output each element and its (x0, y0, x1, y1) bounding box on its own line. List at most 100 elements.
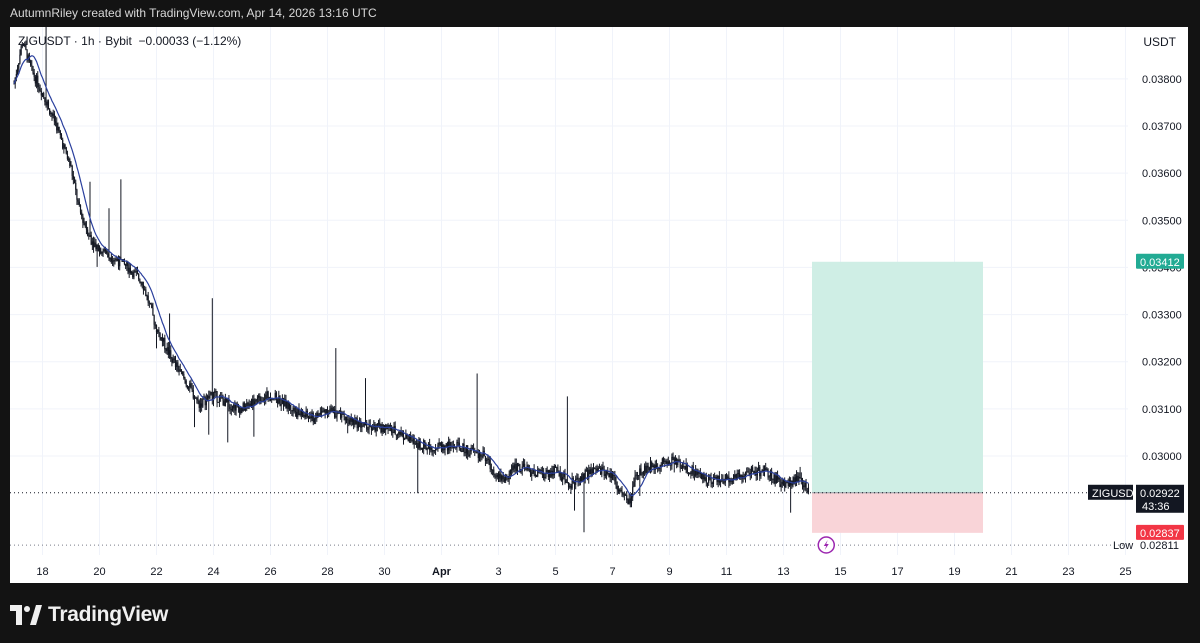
candle-body (665, 460, 667, 464)
candle-body (418, 439, 420, 449)
candle-body (664, 460, 666, 462)
candle-body (35, 75, 38, 84)
candle-body (723, 482, 725, 484)
currency-label[interactable]: USDT (1143, 35, 1176, 49)
candle-body (401, 432, 403, 436)
candle-body (678, 460, 680, 462)
candle-body (605, 471, 608, 475)
candle-body (677, 460, 679, 466)
candle-body (166, 347, 168, 352)
candle-body (680, 467, 682, 469)
candle-body (37, 75, 39, 88)
candle-body (120, 257, 122, 260)
candle-body (429, 444, 431, 451)
candle-body (476, 452, 478, 454)
candle-body (132, 272, 134, 278)
candle-body (158, 329, 160, 333)
candle-body (432, 450, 434, 452)
candle-body (457, 442, 459, 443)
candle-body (798, 476, 800, 482)
x-tick-label: 22 (150, 566, 162, 578)
candle-body (733, 474, 735, 481)
x-tick-label: 7 (609, 566, 615, 578)
candle-body (64, 144, 66, 148)
candle-body (185, 380, 187, 386)
candle-body (63, 144, 65, 149)
candle-body (693, 474, 696, 476)
chart-panel[interactable]: 0.030000.031000.032000.033000.034000.035… (10, 27, 1188, 583)
candle-body (486, 459, 488, 462)
candle-body (412, 438, 414, 441)
candle-body (249, 403, 251, 406)
candle-body (342, 413, 344, 415)
candle-body (353, 419, 355, 425)
target-zone[interactable] (812, 261, 983, 493)
candle-body (643, 465, 646, 472)
candle-body (155, 325, 158, 333)
candle-body (494, 474, 496, 477)
candle-body (539, 469, 541, 471)
candle-body (514, 463, 516, 469)
candle-body (53, 113, 55, 122)
candle-body (73, 178, 76, 183)
candle-body (305, 410, 307, 418)
candle-body (532, 469, 534, 473)
candle-body (65, 147, 67, 154)
price-chart[interactable]: 0.030000.031000.032000.033000.034000.035… (10, 27, 1188, 583)
candle-body (507, 476, 509, 480)
candle-body (127, 261, 129, 273)
candle-body (505, 474, 507, 482)
candle-body (51, 112, 53, 116)
candle-body (535, 476, 538, 478)
candle-body (570, 485, 572, 489)
y-tick-label: 0.03200 (1142, 357, 1182, 369)
candle-body (497, 474, 500, 479)
legend-symbol[interactable]: ZIGUSDT (18, 34, 71, 48)
candle-body (778, 477, 780, 480)
candle-body (303, 415, 305, 417)
candle-body (361, 426, 363, 428)
candle-body (484, 455, 487, 462)
candle-body (198, 400, 200, 408)
candle-body (49, 109, 51, 114)
candle-body (736, 473, 738, 480)
stop-zone[interactable] (812, 492, 983, 533)
candle-body (430, 447, 432, 451)
candle-body (374, 424, 376, 432)
candle-body (671, 456, 673, 466)
candle-body (300, 410, 302, 416)
candle-body (57, 126, 59, 131)
candle-body (563, 473, 565, 477)
candle-body (607, 471, 609, 474)
candle-body (381, 424, 383, 433)
candle-body (330, 407, 332, 410)
candle-body (704, 477, 706, 480)
moving-average-line (13, 55, 809, 497)
candle-body (543, 472, 545, 479)
candle-body (634, 475, 636, 482)
candle-body (199, 403, 202, 408)
candle-body (341, 413, 343, 418)
candle-body (730, 479, 732, 482)
candle-body (700, 473, 703, 480)
candle-body (654, 464, 656, 470)
candle-body (38, 87, 40, 90)
legend-interval[interactable]: 1h (81, 34, 95, 48)
candle-body (344, 417, 346, 421)
target-price-label: 0.03412 (1140, 257, 1180, 269)
candle-body (337, 412, 339, 414)
candle-body (68, 158, 70, 160)
candle-body (141, 282, 143, 286)
candle-body (147, 295, 149, 303)
candle-body (186, 385, 188, 389)
candle-body (468, 454, 470, 456)
candle-body (221, 396, 223, 398)
candle-body (288, 404, 291, 409)
candle-body (788, 480, 791, 486)
candle-body (630, 497, 633, 504)
candle-body (459, 447, 462, 451)
x-tick-label: 3 (495, 566, 501, 578)
tradingview-logo-icon (10, 605, 42, 625)
attribution-bar: AutumnRiley created with TradingView.com… (0, 0, 1200, 27)
candle-body (145, 289, 147, 296)
